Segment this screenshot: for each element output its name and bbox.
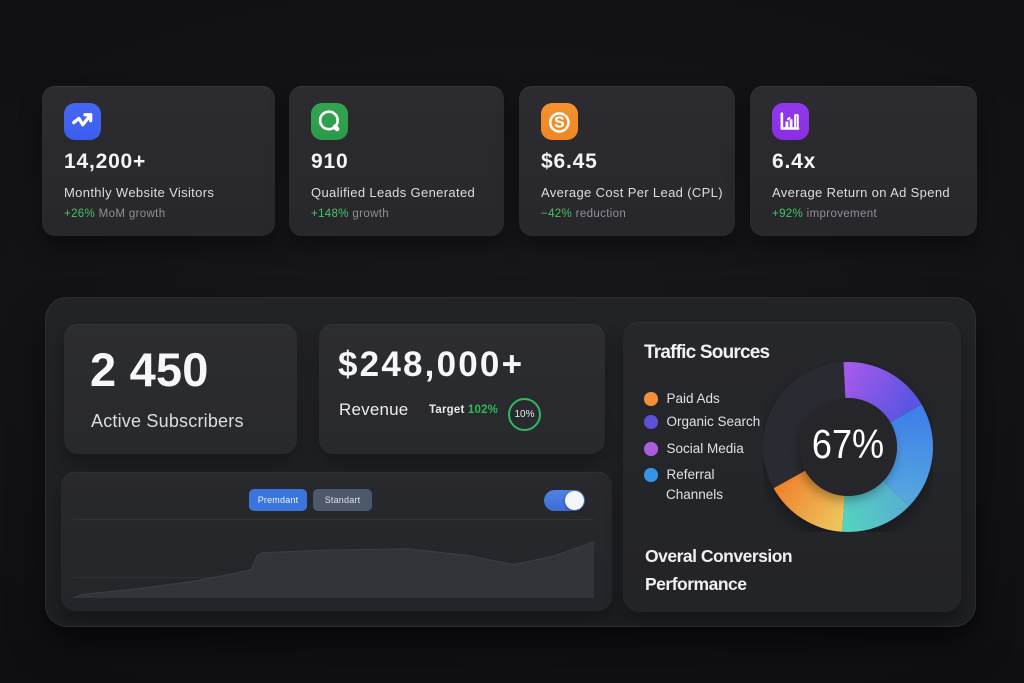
svg-text:S: S — [554, 115, 564, 132]
